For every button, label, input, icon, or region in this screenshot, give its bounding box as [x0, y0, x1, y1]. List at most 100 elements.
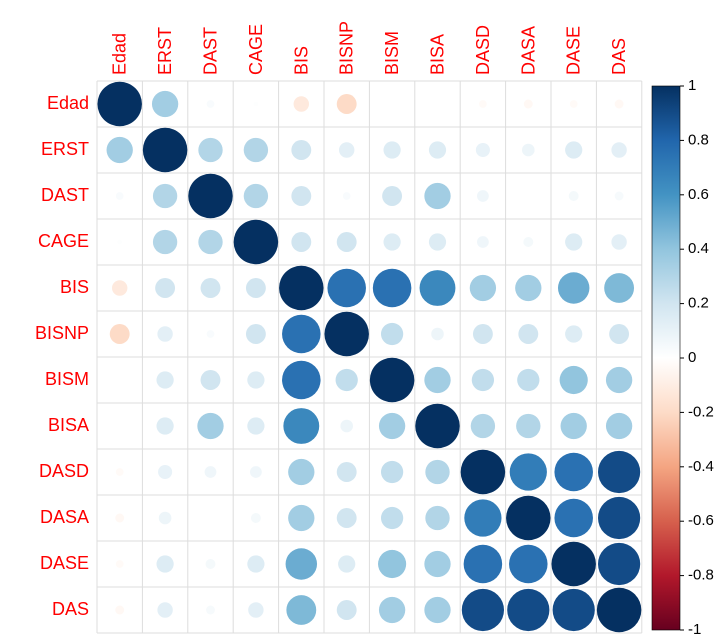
- row-label: BISM: [45, 369, 89, 389]
- correlation-circle: [247, 555, 265, 573]
- correlation-circle: [336, 94, 357, 114]
- correlation-circle: [560, 412, 587, 440]
- column-label: DASD: [473, 25, 493, 75]
- row-label: ERST: [41, 139, 89, 159]
- correlation-circle: [156, 417, 174, 435]
- correlation-circle: [378, 549, 407, 579]
- correlation-circle: [188, 173, 233, 219]
- column-label: DAS: [609, 38, 629, 75]
- correlation-circle: [424, 596, 451, 624]
- row-label: Edad: [47, 93, 89, 113]
- colorbar-tick-label: -0.6: [688, 512, 714, 529]
- correlation-circle: [206, 605, 215, 615]
- correlation-circle: [470, 413, 496, 439]
- column-label: CAGE: [246, 24, 266, 75]
- correlation-circle: [109, 324, 130, 344]
- correlation-circle: [279, 265, 324, 311]
- correlation-circle: [460, 449, 506, 495]
- column-label: ERST: [155, 27, 175, 75]
- correlation-circle: [282, 314, 321, 354]
- correlation-circle: [324, 311, 369, 357]
- correlation-circle: [424, 550, 451, 578]
- correlation-circle: [506, 495, 551, 541]
- correlation-circle: [383, 141, 401, 159]
- correlation-circle: [152, 229, 178, 255]
- correlation-circle: [156, 371, 174, 389]
- correlation-circle: [424, 366, 451, 394]
- row-label: BISNP: [35, 323, 89, 343]
- correlation-circle: [475, 142, 490, 158]
- correlation-circle: [155, 278, 176, 298]
- correlation-circle: [286, 595, 317, 625]
- correlation-circle: [523, 237, 534, 247]
- correlation-circle: [336, 508, 357, 528]
- colorbar-tick-label: -1: [688, 621, 701, 638]
- row-label: DASE: [40, 553, 89, 573]
- correlation-circle: [142, 127, 188, 173]
- column-label: DASE: [564, 26, 584, 75]
- correlation-circle: [469, 274, 497, 302]
- correlation-circle: [383, 233, 401, 251]
- correlation-circle: [559, 365, 588, 395]
- correlation-circle: [291, 186, 312, 206]
- correlation-circle: [115, 468, 124, 476]
- correlation-circle: [471, 368, 495, 392]
- correlation-circle: [428, 233, 447, 251]
- correlation-circle: [151, 90, 179, 118]
- correlation-circle: [285, 548, 318, 580]
- correlation-circle: [97, 81, 142, 127]
- correlation-circle: [596, 587, 642, 633]
- correlation-circle: [378, 596, 406, 624]
- row-label: CAGE: [38, 231, 89, 251]
- column-label: BIS: [291, 46, 311, 75]
- correlation-circle: [382, 186, 403, 206]
- colorbar-tick-label: -0.4: [688, 458, 714, 475]
- correlation-circle: [293, 96, 310, 112]
- correlation-circle: [554, 452, 593, 492]
- correlation-circle: [565, 233, 583, 251]
- correlation-circle: [509, 544, 548, 584]
- correlation-circle: [158, 464, 173, 480]
- correlation-circle: [336, 232, 357, 252]
- correlation-circle: [509, 453, 547, 491]
- correlation-circle: [243, 137, 269, 163]
- correlation-circle: [200, 278, 221, 298]
- correlation-circle: [283, 408, 320, 444]
- correlation-circle: [106, 136, 133, 164]
- correlation-circle: [518, 324, 539, 344]
- column-label: DAST: [201, 27, 221, 75]
- correlation-circle: [565, 325, 583, 343]
- correlation-circle: [477, 236, 489, 248]
- correlation-circle: [288, 504, 315, 532]
- correlation-circle: [461, 588, 505, 632]
- correlation-circle: [425, 459, 450, 485]
- correlation-circle: [157, 326, 173, 342]
- correlation-circle: [424, 182, 451, 210]
- correlation-circle: [515, 274, 542, 302]
- correlation-circle: [378, 412, 406, 440]
- correlation-circle: [253, 101, 259, 107]
- correlation-circle: [204, 466, 217, 478]
- correlation-circle: [380, 506, 404, 530]
- correlation-circle: [557, 272, 590, 304]
- correlation-circle: [342, 192, 351, 200]
- correlation-circle: [431, 327, 444, 341]
- correlation-circle: [115, 513, 125, 523]
- correlation-circle: [206, 330, 215, 338]
- correlation-circle: [614, 99, 624, 109]
- correlation-circle: [552, 588, 595, 632]
- column-label: DASA: [518, 26, 538, 75]
- correlation-circle: [340, 419, 353, 433]
- correlation-circle: [605, 412, 633, 440]
- correlation-circle: [247, 371, 265, 389]
- correlation-circle: [419, 270, 456, 306]
- correlation-circle: [111, 280, 128, 296]
- correlation-circle: [614, 191, 624, 201]
- correlation-circle: [604, 273, 635, 303]
- row-label: DAS: [52, 599, 89, 619]
- correlation-circle: [197, 412, 224, 440]
- correlation-circle: [415, 403, 460, 449]
- row-label: DAST: [41, 185, 89, 205]
- correlation-circle: [245, 324, 266, 344]
